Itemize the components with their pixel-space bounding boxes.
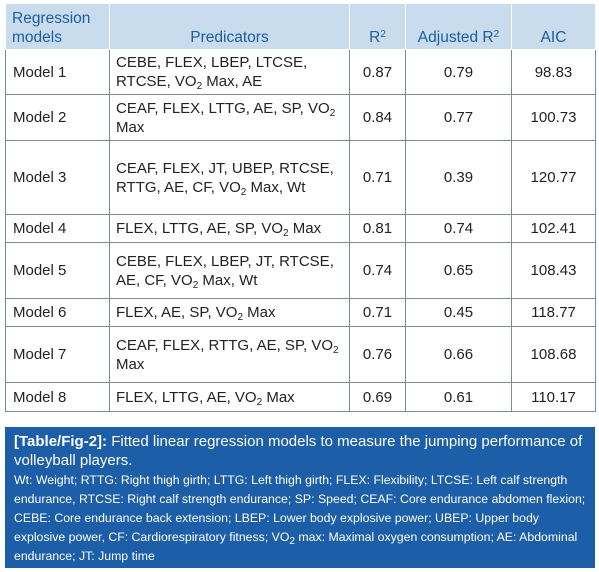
table-row: Model 3 CEAF, FLEX, JT, UBEP, RTCSE, RTT…: [5, 140, 596, 215]
aic-cell: 110.17: [511, 382, 596, 412]
header-adjusted-r2-superscript: 2: [493, 29, 500, 40]
header-adjusted-r2: Adjusted R2: [405, 3, 512, 50]
header-r2: R2: [349, 3, 406, 50]
figure-caption: [Table/Fig-2]: Fitted linear regression …: [5, 427, 595, 568]
model-cell: Model 6: [5, 298, 110, 327]
adjusted-r2-cell: 0.39: [405, 140, 512, 215]
predicators-cell: CEAF, FLEX, RTTG, AE, SP, VO2 Max: [109, 326, 350, 383]
adjusted-r2-cell: 0.65: [405, 242, 512, 299]
adjusted-r2-cell: 0.45: [405, 298, 512, 327]
r2-cell: 0.71: [349, 298, 406, 327]
table-row: Model 4 FLEX, LTTG, AE, SP, VO2 Max 0.81…: [5, 214, 596, 243]
predicators-cell: CEBE, FLEX, LBEP, JT, RTCSE, AE, CF, VO2…: [109, 242, 350, 299]
model-cell: Model 4: [5, 214, 110, 243]
table-row: Model 6 FLEX, AE, SP, VO2 Max 0.71 0.45 …: [5, 298, 596, 327]
model-cell: Model 1: [5, 49, 110, 95]
table-row: Model 1 CEBE, FLEX, LBEP, LTCSE, RTCSE, …: [5, 49, 596, 95]
r2-cell: 0.71: [349, 140, 406, 215]
aic-cell: 102.41: [511, 214, 596, 243]
r2-cell: 0.81: [349, 214, 406, 243]
predicators-cell: FLEX, AE, SP, VO2 Max: [109, 298, 350, 327]
table-row: Model 2 CEAF, FLEX, LTTG, AE, SP, VO2 Ma…: [5, 94, 596, 141]
adjusted-r2-cell: 0.74: [405, 214, 512, 243]
aic-cell: 108.68: [511, 326, 596, 383]
header-regression-models: Regression models: [5, 3, 110, 50]
header-r2-label: R: [369, 29, 381, 46]
aic-cell: 120.77: [511, 140, 596, 215]
caption-abbreviations: Wt: Weight; RTTG: Right thigh girth; LTT…: [14, 473, 586, 563]
header-predicators: Predicators: [109, 3, 350, 50]
aic-cell: 98.83: [511, 49, 596, 95]
predicators-cell: CEBE, FLEX, LBEP, LTCSE, RTCSE, VO2 Max,…: [109, 49, 350, 95]
predicators-cell: CEAF, FLEX, LTTG, AE, SP, VO2 Max: [109, 94, 350, 141]
adjusted-r2-cell: 0.61: [405, 382, 512, 412]
r2-cell: 0.74: [349, 242, 406, 299]
header-r2-superscript: 2: [380, 29, 386, 40]
r2-cell: 0.87: [349, 49, 406, 95]
caption-title: [Table/Fig-2]: Fitted linear regression …: [14, 432, 586, 470]
header-adjusted-r2-label: Adjusted R: [417, 29, 494, 46]
table-row: Model 5 CEBE, FLEX, LBEP, JT, RTCSE, AE,…: [5, 242, 596, 299]
r2-cell: 0.76: [349, 326, 406, 383]
adjusted-r2-cell: 0.79: [405, 49, 512, 95]
aic-cell: 118.77: [511, 298, 596, 327]
table-row: Model 8 FLEX, LTTG, AE, VO2 Max 0.69 0.6…: [5, 382, 596, 412]
table-row: Model 7 CEAF, FLEX, RTTG, AE, SP, VO2 Ma…: [5, 326, 596, 383]
r2-cell: 0.69: [349, 382, 406, 412]
header-aic: AIC: [511, 3, 596, 50]
adjusted-r2-cell: 0.77: [405, 94, 512, 141]
model-cell: Model 8: [5, 382, 110, 412]
aic-cell: 108.43: [511, 242, 596, 299]
caption-label: [Table/Fig-2]:: [14, 433, 108, 450]
model-cell: Model 5: [5, 242, 110, 299]
caption-title-text: Fitted linear regression models to measu…: [14, 433, 583, 469]
regression-table: Regression models Predicators R2 Adjuste…: [5, 3, 596, 412]
predicators-cell: FLEX, LTTG, AE, VO2 Max: [109, 382, 350, 412]
adjusted-r2-cell: 0.66: [405, 326, 512, 383]
table-header-row: Regression models Predicators R2 Adjuste…: [5, 3, 596, 50]
predicators-cell: FLEX, LTTG, AE, SP, VO2 Max: [109, 214, 350, 243]
model-cell: Model 2: [5, 94, 110, 141]
predicators-cell: CEAF, FLEX, JT, UBEP, RTCSE, RTTG, AE, C…: [109, 140, 350, 215]
model-cell: Model 3: [5, 140, 110, 215]
r2-cell: 0.84: [349, 94, 406, 141]
aic-cell: 100.73: [511, 94, 596, 141]
model-cell: Model 7: [5, 326, 110, 383]
